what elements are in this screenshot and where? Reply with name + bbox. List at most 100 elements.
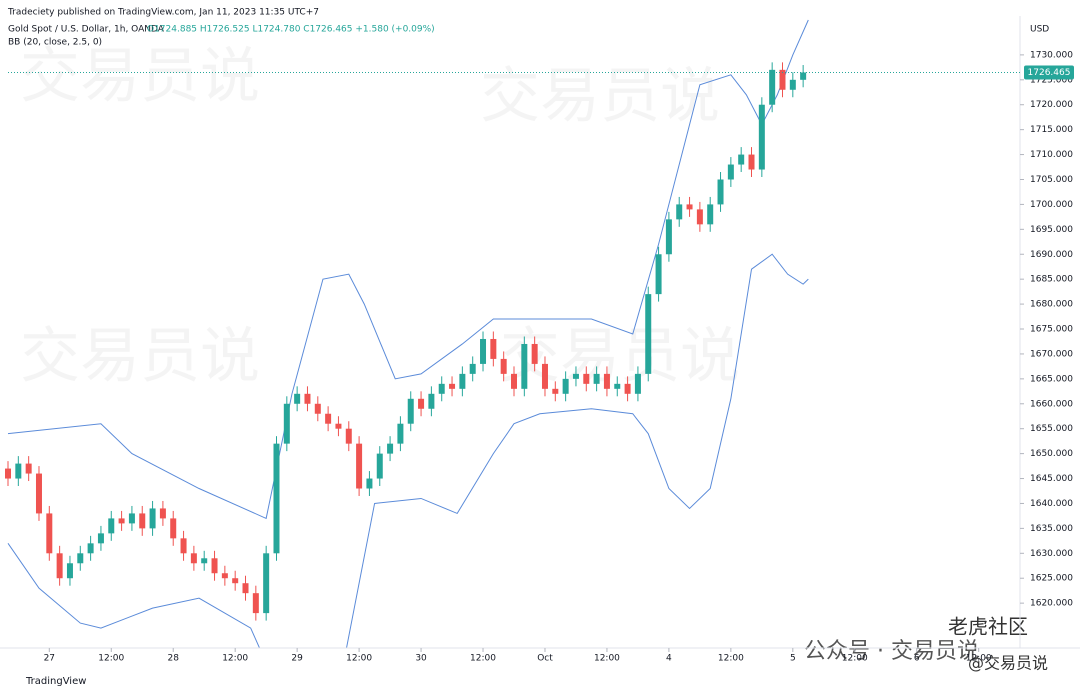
candle-body bbox=[748, 154, 755, 170]
candle-body bbox=[614, 383, 621, 389]
candle-body bbox=[77, 553, 84, 564]
logo: TradingView bbox=[25, 676, 86, 687]
y-tick-label: 1650.000 bbox=[1030, 449, 1073, 459]
candle-body bbox=[97, 533, 104, 544]
candle-body bbox=[366, 478, 373, 489]
y-tick-label: 1700.000 bbox=[1030, 200, 1073, 210]
candle-body bbox=[35, 473, 42, 514]
candle-body bbox=[15, 463, 22, 479]
candle-body bbox=[56, 553, 63, 579]
candle-body bbox=[118, 518, 125, 524]
candle-body bbox=[252, 593, 259, 614]
indicator: BB (20, close, 2.5, 0) bbox=[8, 38, 102, 48]
candle-body bbox=[490, 338, 497, 359]
candle-body bbox=[738, 154, 745, 165]
candle-body bbox=[294, 393, 301, 404]
candle-body bbox=[356, 443, 363, 489]
candle-body bbox=[66, 563, 73, 579]
candle-body bbox=[655, 254, 662, 295]
ohlc: O1724.885 H1726.525 L1724.780 C1726.465 … bbox=[147, 25, 435, 35]
y-tick-label: 1635.000 bbox=[1030, 524, 1073, 534]
y-tick-label: 1730.000 bbox=[1030, 50, 1073, 60]
watermarks: 交易员说 交易员说 交易员说 交易员说 bbox=[20, 42, 740, 392]
y-tick-label: 1720.000 bbox=[1030, 100, 1073, 110]
y-tick-label: 1695.000 bbox=[1030, 225, 1073, 235]
candle-body bbox=[645, 294, 652, 374]
candle-body bbox=[531, 343, 538, 364]
y-tick-label: 1660.000 bbox=[1030, 399, 1073, 409]
y-tick-label: 1725.000 bbox=[1030, 75, 1073, 85]
y-tick-label: 1670.000 bbox=[1030, 349, 1073, 359]
y-tick-label: 1630.000 bbox=[1030, 549, 1073, 559]
candle-body bbox=[180, 538, 187, 554]
badge: 老虎社区 bbox=[948, 615, 1028, 639]
candle-body bbox=[800, 72, 807, 80]
y-tick-label: 1645.000 bbox=[1030, 474, 1073, 484]
x-tick-label: 12:00 bbox=[966, 654, 992, 664]
candle-body bbox=[779, 69, 786, 90]
candle-body bbox=[511, 373, 517, 389]
x-tick-label: 12:00 bbox=[98, 654, 124, 664]
candle-body bbox=[624, 383, 631, 394]
y-tick-label: 1640.000 bbox=[1030, 499, 1073, 509]
candle-body bbox=[418, 398, 425, 409]
candle-body bbox=[376, 453, 383, 479]
watermark-glyph: 交易员说 bbox=[20, 322, 260, 392]
currency: USD bbox=[1030, 25, 1049, 35]
candle-body bbox=[696, 209, 703, 225]
candle-body bbox=[273, 443, 280, 554]
candle-body bbox=[314, 403, 321, 414]
candle-body bbox=[159, 508, 166, 519]
x-tick-label: 12:00 bbox=[346, 654, 372, 664]
x-tick-label: Oct bbox=[537, 654, 553, 664]
handle: @交易员说 bbox=[968, 654, 1048, 673]
x-tick-label: 4 bbox=[666, 654, 672, 664]
symbol: Gold Spot / U.S. Dollar, 1h, OANDA bbox=[8, 25, 165, 35]
candle-body bbox=[572, 373, 579, 379]
candle-body bbox=[46, 513, 53, 554]
x-tick-label: 12:00 bbox=[470, 654, 496, 664]
candle-body bbox=[758, 104, 765, 170]
candle-body bbox=[500, 358, 507, 374]
x-tick-label: 27 bbox=[44, 654, 55, 664]
y-tick-label: 1705.000 bbox=[1030, 175, 1073, 185]
y-tick-label: 1685.000 bbox=[1030, 275, 1073, 285]
plot bbox=[5, 19, 809, 648]
candle-body bbox=[541, 363, 548, 389]
y-tick-label: 1675.000 bbox=[1030, 325, 1073, 335]
candle-body bbox=[211, 558, 218, 574]
candle-body bbox=[480, 338, 487, 364]
candle-body bbox=[449, 383, 456, 389]
x-tick-label: 30 bbox=[415, 654, 427, 664]
y-tick-label: 1715.000 bbox=[1030, 125, 1073, 135]
y-tick-label: 1665.000 bbox=[1030, 374, 1073, 384]
candle-body bbox=[387, 443, 394, 454]
bollinger-band bbox=[7, 19, 809, 520]
candle-body bbox=[221, 573, 228, 579]
x-tick-label: 12:00 bbox=[222, 654, 248, 664]
candle-body bbox=[108, 518, 115, 534]
x-tick-label: 5 bbox=[790, 654, 796, 664]
watermark-glyph: 交易员说 bbox=[480, 62, 720, 132]
candle-body bbox=[407, 398, 414, 424]
candle-body bbox=[593, 373, 600, 384]
candle-body bbox=[397, 423, 404, 444]
candle-body bbox=[665, 219, 672, 255]
candle-body bbox=[686, 204, 693, 210]
y-tick-label: 1690.000 bbox=[1030, 250, 1073, 260]
candle-body bbox=[325, 413, 332, 424]
candle-body bbox=[232, 578, 239, 584]
candle-body bbox=[769, 69, 776, 105]
watermark: 公众号 · 交易员说 bbox=[804, 639, 979, 664]
candle-body bbox=[283, 403, 290, 444]
candle-body bbox=[717, 179, 724, 205]
candle-body bbox=[201, 558, 208, 564]
candle-body bbox=[170, 518, 177, 539]
y-tick-label: 1655.000 bbox=[1030, 424, 1073, 434]
candle-body bbox=[676, 204, 683, 220]
candle-body bbox=[128, 513, 135, 524]
candle-body bbox=[335, 423, 342, 429]
candle-body bbox=[469, 363, 476, 374]
y-tick-label: 1620.000 bbox=[1030, 599, 1073, 609]
